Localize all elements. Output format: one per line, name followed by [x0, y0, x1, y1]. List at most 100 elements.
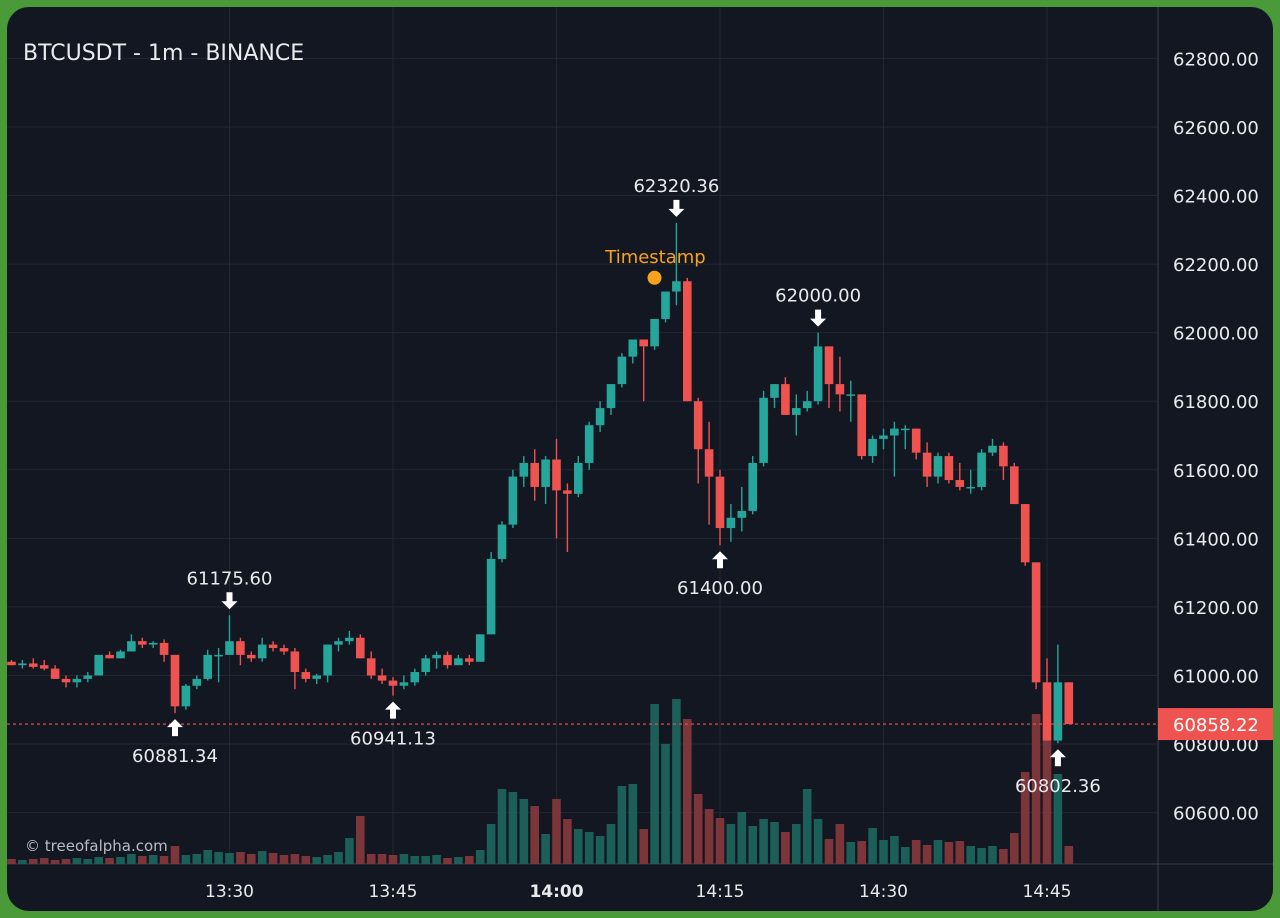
- volume-bar: [988, 846, 997, 864]
- candle-body: [61, 678, 71, 683]
- candle-body: [584, 425, 594, 463]
- candle-body: [508, 476, 518, 525]
- x-tick-label: 13:45: [369, 882, 418, 902]
- candle-body: [1010, 466, 1019, 505]
- volume-bar: [944, 842, 954, 864]
- volume-bar: [225, 853, 234, 864]
- volume-bar: [955, 841, 965, 864]
- volume-bar: [475, 850, 485, 864]
- volume-bar: [693, 794, 703, 864]
- candle-body: [486, 558, 496, 635]
- x-tick-label: 14:45: [1023, 882, 1072, 902]
- volume-bar: [617, 786, 627, 864]
- timestamp-marker-dot: [647, 270, 662, 285]
- timestamp-marker-label: Timestamp: [604, 247, 705, 268]
- y-tick-label: 61000.00: [1173, 666, 1259, 687]
- volume-bar: [334, 852, 343, 864]
- volume-bar: [257, 851, 267, 864]
- volume-bar: [650, 704, 659, 864]
- y-tick-label: 61800.00: [1173, 392, 1259, 413]
- candle-body: [693, 401, 703, 450]
- volume-bar: [312, 857, 321, 864]
- candle-body: [683, 281, 692, 402]
- volume-bar: [61, 859, 71, 864]
- volume-bar: [792, 824, 801, 864]
- candle-body: [563, 490, 572, 494]
- high-price-annotation: 61175.60: [187, 568, 273, 589]
- high-price-annotation: 62000.00: [775, 286, 861, 307]
- volume-bar: [770, 822, 779, 864]
- candle-body: [127, 641, 136, 652]
- volume-bar: [116, 857, 125, 864]
- volume-bar: [890, 836, 899, 864]
- volume-bar: [868, 828, 877, 864]
- volume-bar: [465, 856, 474, 864]
- volume-bar: [410, 856, 420, 864]
- volume-bar: [388, 855, 398, 864]
- volume-bar: [672, 699, 681, 864]
- volume-bar: [1053, 774, 1063, 864]
- candle-body: [759, 397, 768, 463]
- volume-bar: [486, 824, 496, 864]
- arrow-down-icon: [668, 199, 685, 217]
- candle-body: [454, 658, 463, 666]
- volume-bar: [443, 858, 452, 864]
- volume-bar: [1010, 833, 1019, 864]
- y-tick-label: 62000.00: [1173, 324, 1259, 345]
- candle-body: [170, 654, 180, 707]
- candle-body: [672, 281, 681, 292]
- candle-body: [388, 680, 398, 686]
- candle-body: [704, 449, 714, 477]
- candle-body: [661, 291, 670, 319]
- volume-bar: [879, 840, 888, 864]
- y-tick-label: 62200.00: [1173, 255, 1259, 276]
- volume-bar: [72, 858, 82, 864]
- candle-body: [225, 641, 234, 655]
- volume-bar: [584, 832, 594, 864]
- candle-body: [192, 678, 202, 686]
- volume-bar: [901, 847, 910, 864]
- arrow-up-icon: [385, 701, 401, 719]
- x-tick-label: 13:30: [205, 882, 254, 902]
- candlestick-chart[interactable]: 60600.00 60800.00 61000.00 61200.00 61400.00…: [7, 7, 1273, 911]
- volume-bar: [366, 854, 376, 864]
- volume-bar: [519, 799, 529, 864]
- volume-bar: [170, 846, 180, 864]
- volume-bar: [301, 856, 311, 864]
- volume-bar: [552, 799, 561, 864]
- candle-body: [726, 517, 736, 529]
- candle-body: [650, 318, 659, 347]
- volume-bar: [148, 855, 158, 864]
- volume-bar: [530, 806, 539, 864]
- volume-bar: [661, 744, 670, 864]
- volume-bar: [759, 819, 768, 864]
- arrow-up-icon: [712, 551, 728, 569]
- candle-body: [268, 644, 278, 649]
- volume-bar: [29, 859, 38, 864]
- candle-body: [519, 462, 529, 477]
- low-price-annotation: 60802.36: [1015, 776, 1101, 797]
- candle-body: [1031, 562, 1041, 683]
- volume-bar: [138, 856, 147, 864]
- candle-body: [1020, 504, 1030, 563]
- volume-bar: [726, 824, 736, 864]
- volume-bar: [846, 842, 856, 864]
- candle-body: [595, 408, 605, 426]
- candle-body: [1064, 682, 1074, 725]
- volume-bar: [236, 852, 245, 864]
- candle-body: [410, 672, 420, 683]
- chart-title: BTCUSDT - 1m - BINANCE: [23, 41, 305, 66]
- arrow-up-icon: [167, 719, 183, 737]
- candle-body: [247, 654, 256, 659]
- x-tick-label: 14:00: [529, 882, 583, 902]
- candle-body: [236, 641, 245, 655]
- candle-body: [18, 663, 27, 666]
- low-price-annotation: 60941.13: [350, 729, 436, 750]
- y-tick-label: 61600.00: [1173, 461, 1259, 482]
- candle-body: [541, 459, 550, 487]
- y-tick-label: 62800.00: [1173, 49, 1259, 70]
- volume-bar: [639, 829, 648, 864]
- candle-body: [802, 401, 812, 409]
- arrow-down-icon: [810, 309, 827, 327]
- volume-bar: [715, 818, 725, 864]
